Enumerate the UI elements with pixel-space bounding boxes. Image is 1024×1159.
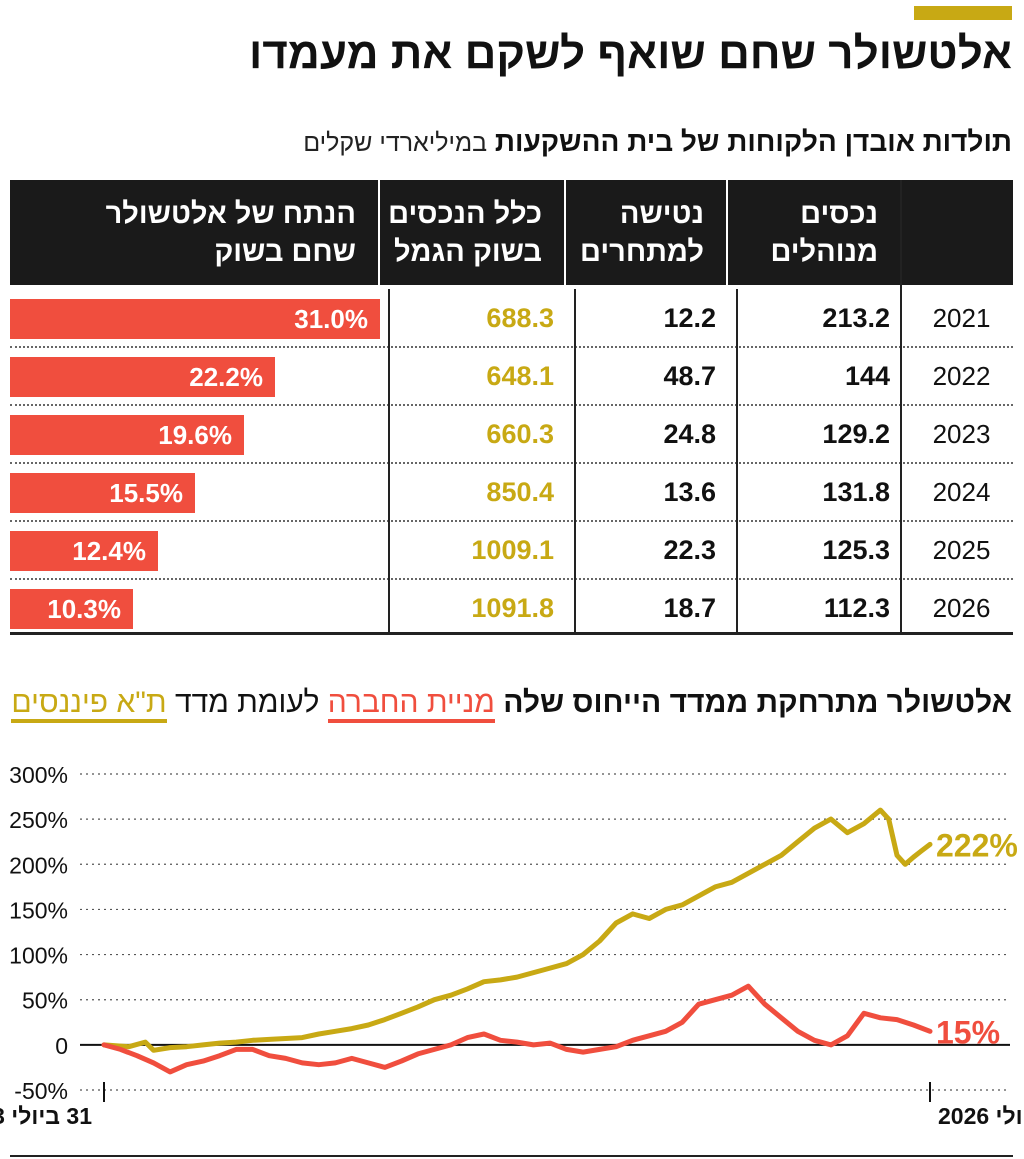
header-market-label: כלל הנכסים בשוק הגמל <box>388 197 542 268</box>
assets-cell: 112.3 <box>823 593 890 623</box>
row-divider <box>10 346 1013 348</box>
accent-bar <box>914 6 1012 20</box>
header-share-label: הנתח של אלטשולר שחם בשוק <box>105 197 356 268</box>
company-end-label: 15% <box>936 1014 1000 1050</box>
index-series-line <box>101 807 933 1053</box>
index-end-label: 222% <box>936 827 1018 863</box>
bottom-rule <box>10 1155 1013 1157</box>
market-cell: 648.1 <box>486 361 554 391</box>
year-cell: 2024 <box>932 477 991 507</box>
market-cell: 850.4 <box>486 477 554 507</box>
chart-title-main: אלטשולר מתרחקת ממדד הייחוס שלה <box>503 686 1012 719</box>
share-bar: 12.4% <box>10 531 158 571</box>
y-tick-label: 0 <box>55 1033 68 1059</box>
table-row: 2025 125.3 22.3 1009.1 12.4% <box>10 521 1013 579</box>
share-bar: 19.6% <box>10 415 244 455</box>
legend-company: מניית החברה <box>327 686 495 723</box>
share-bar: 15.5% <box>10 473 195 513</box>
table-subtitle-main: תולדות אובדן הלקוחות של בית ההשקעות <box>494 126 1012 157</box>
table-bottom-rule <box>10 632 1013 635</box>
column-divider <box>388 289 390 634</box>
table-subtitle: תולדות אובדן הלקוחות של בית ההשקעות במיל… <box>12 122 1012 163</box>
churn-cell: 18.7 <box>663 593 716 623</box>
y-tick-label: 150% <box>9 897 68 923</box>
header-divider <box>726 180 728 285</box>
churn-cell: 24.8 <box>663 419 716 449</box>
share-bar: 31.0% <box>10 299 380 339</box>
churn-cell: 13.6 <box>663 477 716 507</box>
year-cell: 2021 <box>932 303 991 333</box>
row-divider <box>10 520 1013 522</box>
year-cell: 2023 <box>932 419 991 449</box>
year-cell: 2025 <box>932 535 991 565</box>
header-assets: נכסים מנוהלים <box>726 180 900 285</box>
market-cell: 1009.1 <box>471 535 554 565</box>
x-end-label: 31 ביולי 2026 <box>938 1103 1024 1129</box>
churn-cell: 22.3 <box>663 535 716 565</box>
row-divider <box>10 578 1013 580</box>
assets-cell: 131.8 <box>822 477 890 507</box>
market-cell: 660.3 <box>486 419 554 449</box>
header-divider <box>378 180 380 285</box>
row-divider <box>10 462 1013 464</box>
legend-index: ת"א פיננסים <box>11 686 167 723</box>
table-row: 2023 129.2 24.8 660.3 19.6% <box>10 405 1013 463</box>
page-title: אלטשולר שחם שואף לשקם את מעמדו <box>249 29 1012 78</box>
share-bar: 10.3% <box>10 589 133 629</box>
market-cell: 688.3 <box>486 303 554 333</box>
chart-title: אלטשולר מתרחקת ממדד הייחוס שלה מניית החב… <box>11 682 1012 724</box>
share-bar: 22.2% <box>10 357 275 397</box>
y-tick-label: 300% <box>9 762 68 788</box>
column-divider <box>900 180 902 635</box>
chart-title-mid: לעומת מדד <box>174 686 320 719</box>
table-unit: במיליארדי שקלים <box>303 129 488 157</box>
y-tick-label: 50% <box>22 988 68 1014</box>
table-row: 2022 144 48.7 648.1 22.2% <box>10 347 1013 405</box>
table-row: 2021 213.2 12.2 688.3 31.0% <box>10 289 1013 347</box>
churn-cell: 48.7 <box>663 361 716 391</box>
year-cell: 2022 <box>932 361 991 391</box>
x-start-label: 31 ביולי 2023 <box>0 1103 92 1129</box>
y-tick-label: -50% <box>14 1078 68 1104</box>
header-market: כלל הנכסים בשוק הגמל <box>378 180 564 285</box>
table-row: 2026 112.3 18.7 1091.8 10.3% <box>10 579 1013 637</box>
churn-cell: 12.2 <box>663 303 716 333</box>
column-divider <box>574 289 576 634</box>
header-share: הנתח של אלטשולר שחם בשוק <box>10 180 378 285</box>
year-cell: 2026 <box>932 593 991 623</box>
market-cell: 1091.8 <box>471 593 554 623</box>
line-chart: 300%250%200%150%100%50%0-50%31 ביולי 202… <box>0 762 1024 1129</box>
y-tick-label: 200% <box>9 852 68 878</box>
header-churn: נטישה למתחרים <box>564 180 726 285</box>
header-assets-label: נכסים מנוהלים <box>770 197 878 268</box>
y-tick-label: 250% <box>9 807 68 833</box>
y-tick-label: 100% <box>9 943 68 969</box>
column-divider <box>736 289 738 634</box>
header-divider <box>564 180 566 285</box>
header-churn-label: נטישה למתחרים <box>580 197 704 268</box>
row-divider <box>10 404 1013 406</box>
assets-cell: 129.2 <box>822 419 890 449</box>
table-header: נכסים מנוהלים נטישה למתחרים כלל הנכסים ב… <box>10 180 1013 285</box>
assets-cell: 144 <box>844 361 890 391</box>
company-series-line <box>101 983 933 1075</box>
assets-cell: 125.3 <box>822 535 890 565</box>
table-row: 2024 131.8 13.6 850.4 15.5% <box>10 463 1013 521</box>
assets-cell: 213.2 <box>822 303 890 333</box>
